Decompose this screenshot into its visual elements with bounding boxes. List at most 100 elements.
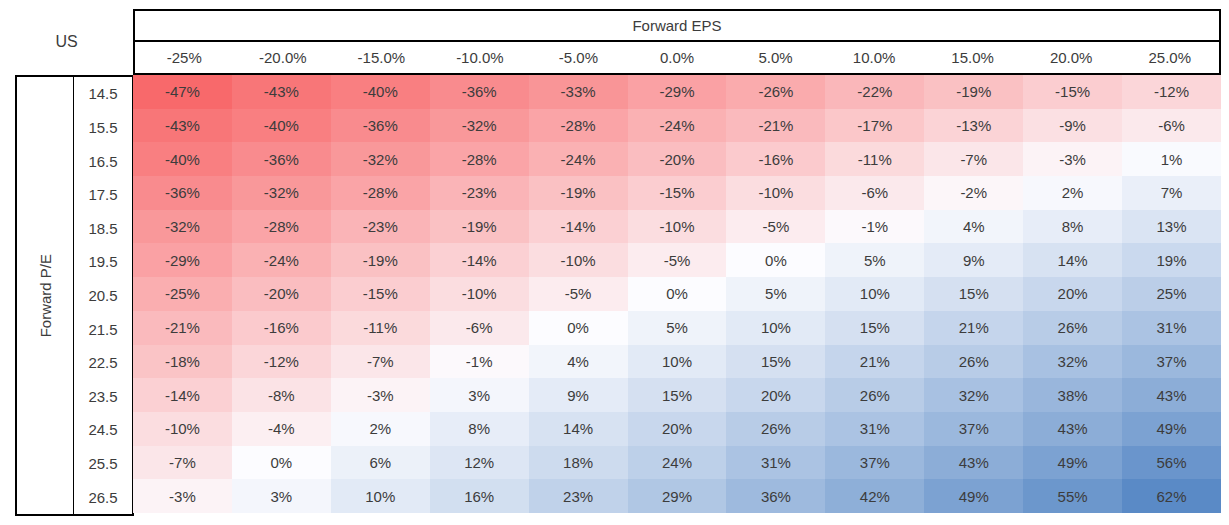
heatmap-cell: 49% <box>924 479 1023 513</box>
heatmap-cell: -3% <box>1023 142 1122 176</box>
eps-header-box: Forward EPS -25%-20.0%-15.0%-10.0%-5.0%0… <box>133 9 1221 75</box>
heatmap-cell: -5% <box>726 210 825 244</box>
heatmap-cell: 43% <box>1023 412 1122 446</box>
heatmap-cell: -32% <box>133 210 232 244</box>
eps-col-header: -20.0% <box>234 42 333 73</box>
heatmap-cell: 31% <box>1122 311 1221 345</box>
heatmap-cell: -1% <box>825 210 924 244</box>
heatmap-cell: -14% <box>529 210 628 244</box>
heatmap-cell: -40% <box>133 142 232 176</box>
pe-header-box: Forward P/E 14.515.516.517.518.519.520.5… <box>15 75 134 516</box>
heatmap-cell: -24% <box>529 142 628 176</box>
heatmap-cell: 25% <box>1122 277 1221 311</box>
heatmap-cell: 10% <box>825 277 924 311</box>
heatmap-cell: 29% <box>628 479 727 513</box>
eps-col-header: -5.0% <box>529 42 628 73</box>
heatmap-cell: 21% <box>825 345 924 379</box>
heatmap-cell: 2% <box>331 412 430 446</box>
eps-col-header: 25.0% <box>1120 42 1219 73</box>
heatmap-cell: 15% <box>628 378 727 412</box>
heatmap-cell: -28% <box>430 142 529 176</box>
heatmap-cell: -5% <box>628 243 727 277</box>
eps-column-headers: -25%-20.0%-15.0%-10.0%-5.0%0.0%5.0%10.0%… <box>135 42 1219 73</box>
pe-row-header: 17.5 <box>74 178 132 212</box>
heatmap-cell: 5% <box>726 277 825 311</box>
heatmap-cell: -29% <box>133 243 232 277</box>
heatmap-cell: -20% <box>628 142 727 176</box>
heatmap-cell: -43% <box>133 109 232 143</box>
heatmap-cell: 21% <box>924 311 1023 345</box>
heatmap-cell: 20% <box>726 378 825 412</box>
heatmap-cell: -25% <box>133 277 232 311</box>
heatmap-cell: -28% <box>232 210 331 244</box>
heatmap-cell: 10% <box>331 479 430 513</box>
heatmap-cell: -32% <box>331 142 430 176</box>
heatmap-cell: -33% <box>529 75 628 109</box>
heatmap-cell: 5% <box>628 311 727 345</box>
heatmap-cell: -10% <box>430 277 529 311</box>
eps-col-header: 10.0% <box>825 42 924 73</box>
heatmap-cell: -18% <box>133 345 232 379</box>
heatmap-cell: -3% <box>331 378 430 412</box>
heatmap-cell: 62% <box>1122 479 1221 513</box>
heatmap-cell: 24% <box>628 446 727 480</box>
eps-col-header: 5.0% <box>726 42 825 73</box>
heatmap-cell: 9% <box>529 378 628 412</box>
heatmap-cell: -14% <box>430 243 529 277</box>
heatmap-cell: -23% <box>331 210 430 244</box>
heatmap-cell: -20% <box>232 277 331 311</box>
heatmap-cell: -15% <box>628 176 727 210</box>
heatmap-cell: 37% <box>825 446 924 480</box>
heatmap-cell: 6% <box>331 446 430 480</box>
heatmap-cell: 23% <box>529 479 628 513</box>
pe-row-header: 19.5 <box>74 245 132 279</box>
heatmap-cell: -43% <box>232 75 331 109</box>
heatmap-cell: -4% <box>232 412 331 446</box>
pe-row-header: 22.5 <box>74 346 132 380</box>
pe-row-header: 20.5 <box>74 279 132 313</box>
heatmap-cell: -32% <box>430 109 529 143</box>
heatmap-cell: 19% <box>1122 243 1221 277</box>
heatmap-cell: 0% <box>232 446 331 480</box>
heatmap-cell: 13% <box>1122 210 1221 244</box>
heatmap-cell: 3% <box>430 378 529 412</box>
heatmap-cell: -10% <box>628 210 727 244</box>
eps-col-header: -10.0% <box>431 42 530 73</box>
heatmap-cell: 4% <box>924 210 1023 244</box>
heatmap-cell: -14% <box>133 378 232 412</box>
heatmap-cell: -7% <box>331 345 430 379</box>
heatmap-cell: 26% <box>726 412 825 446</box>
heatmap-cell: 38% <box>1023 378 1122 412</box>
heatmap-cell: -36% <box>331 109 430 143</box>
heatmap-cell: 20% <box>1023 277 1122 311</box>
heatmap-cell: 9% <box>924 243 1023 277</box>
eps-col-header: -15.0% <box>332 42 431 73</box>
heatmap-cell: -13% <box>924 109 1023 143</box>
heatmap-cell: -36% <box>232 142 331 176</box>
eps-col-header: 0.0% <box>628 42 727 73</box>
heatmap-cell: -19% <box>924 75 1023 109</box>
eps-axis-title: Forward EPS <box>135 11 1219 42</box>
heatmap-cell: 31% <box>825 412 924 446</box>
heatmap-cell: -40% <box>232 109 331 143</box>
heatmap-cell: 32% <box>924 378 1023 412</box>
pe-axis-title-column: Forward P/E <box>17 77 74 514</box>
eps-col-header: 15.0% <box>923 42 1022 73</box>
heatmap-cell: 26% <box>1023 311 1122 345</box>
pe-row-header: 25.5 <box>74 447 132 481</box>
heatmap-cell: 8% <box>1023 210 1122 244</box>
heatmap-cell: 0% <box>529 311 628 345</box>
heatmap-cell: -36% <box>133 176 232 210</box>
pe-row-header: 16.5 <box>74 144 132 178</box>
heatmap-cell: -23% <box>430 176 529 210</box>
heatmap-cell: 31% <box>726 446 825 480</box>
pe-row-header: 21.5 <box>74 312 132 346</box>
heatmap-cell: 55% <box>1023 479 1122 513</box>
heatmap-cell: -36% <box>430 75 529 109</box>
heatmap-cell: -22% <box>825 75 924 109</box>
heatmap-cell: 49% <box>1023 446 1122 480</box>
pe-row-header: 18.5 <box>74 211 132 245</box>
heatmap-cell: -24% <box>628 109 727 143</box>
heatmap-cell: -28% <box>331 176 430 210</box>
heatmap-cell: 10% <box>726 311 825 345</box>
